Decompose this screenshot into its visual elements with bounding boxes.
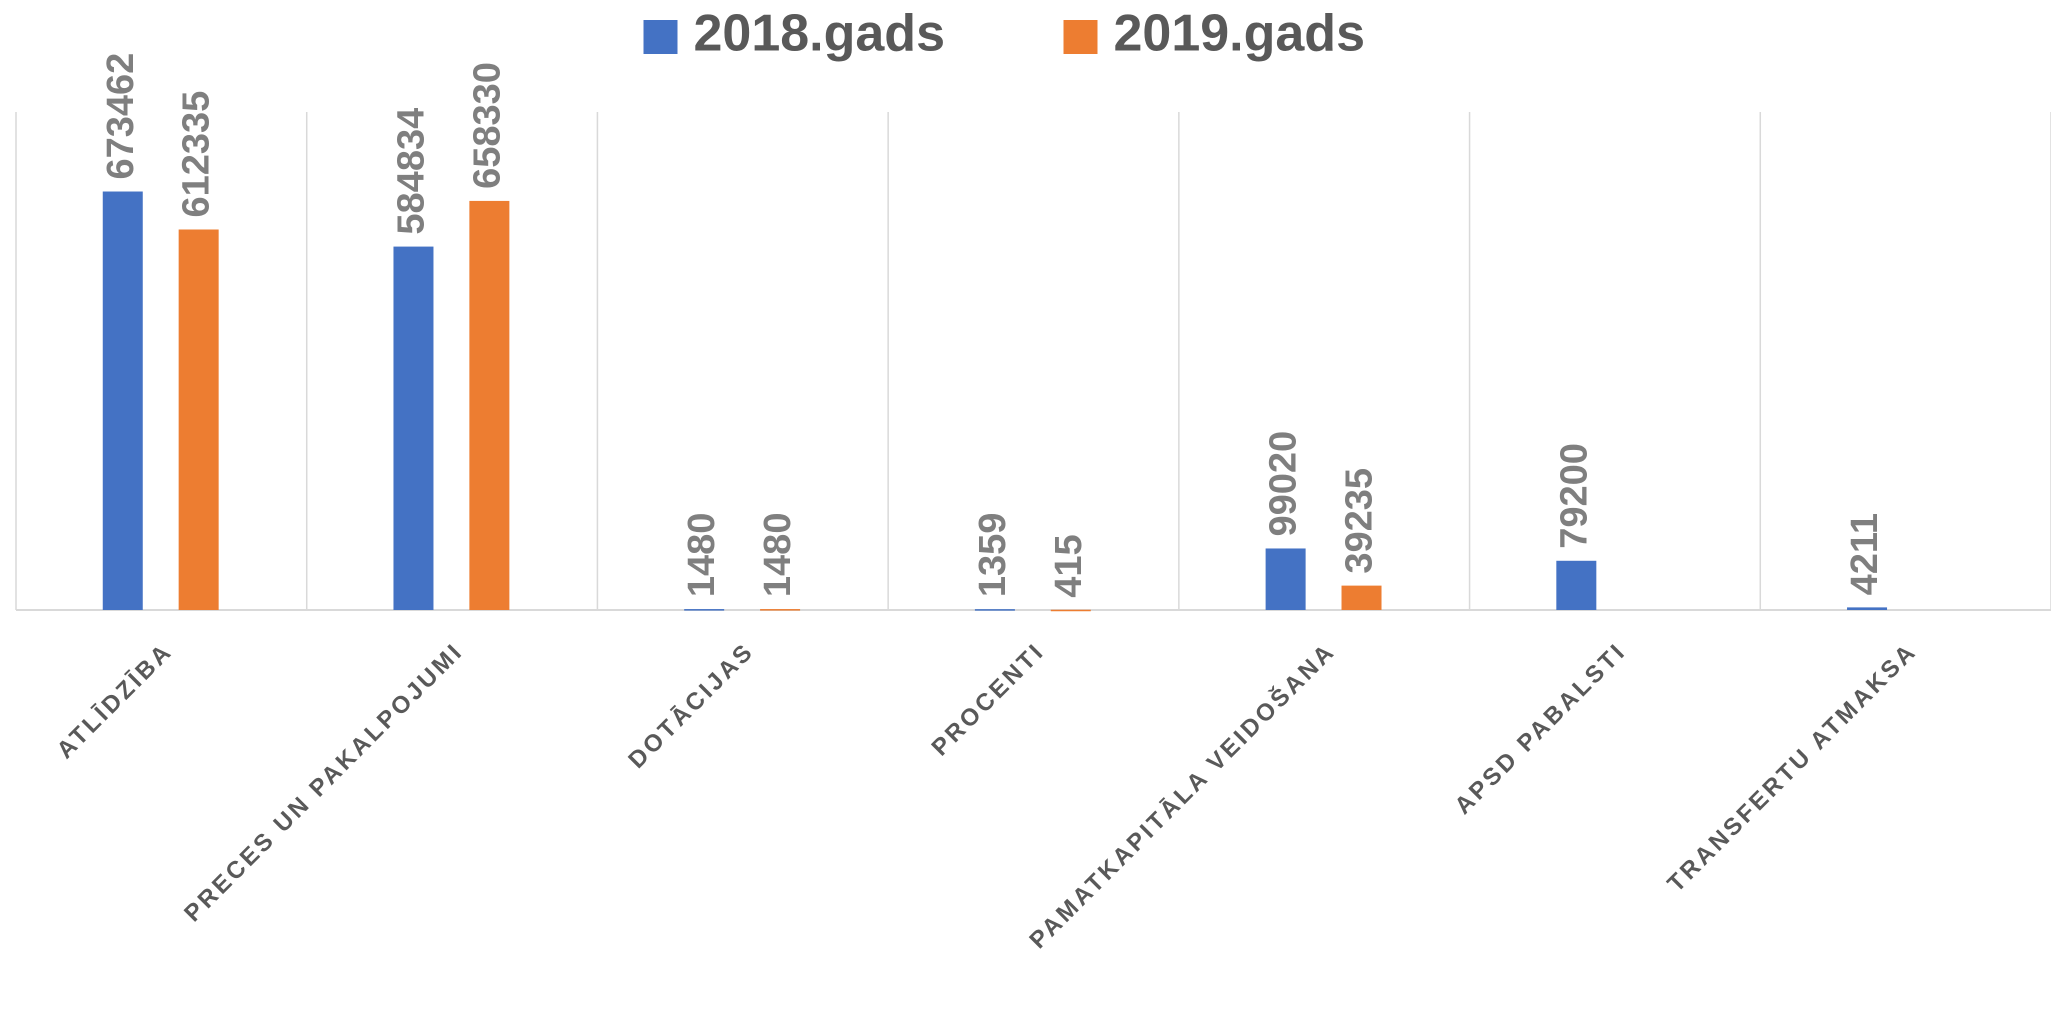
bar [684,609,725,611]
data-label: 4211 [1844,513,1886,595]
legend-label: 2018.gads [694,5,946,63]
legend-label: 2019.gads [1114,5,1366,63]
data-label: 1480 [681,513,723,598]
x-tick-label: ATLĪDZĪBA [52,638,178,764]
data-label: 99020 [1263,431,1305,537]
data-label: 612335 [176,91,218,218]
x-tick-label: APSD PABALSTI [1450,638,1632,820]
data-label: 39235 [1339,468,1381,574]
bar [1265,548,1306,610]
legend-swatch [1063,20,1098,54]
bar [469,200,510,610]
data-label: 1480 [757,513,799,598]
bar [1050,609,1091,612]
bar [178,229,219,610]
data-label: 1359 [972,513,1014,598]
data-label: 673462 [100,53,142,180]
bar [974,609,1015,611]
x-tick-label: PRECES UN PAKALPOJUMI [179,638,469,928]
data-label: 584834 [391,108,433,235]
x-tick-label: PROCENTI [926,638,1050,762]
data-label: 415 [1048,534,1090,597]
data-label: 658330 [466,62,508,189]
legend-swatch [643,20,678,54]
bar [1847,607,1888,610]
x-tick-label: DOTĀCIJAS [623,638,759,774]
bar [1341,585,1382,610]
x-tick-label: PAMATKAPITĀLA VEIDOŠANA [1024,637,1341,954]
bar [393,246,434,610]
data-label: 79200 [1553,443,1595,549]
bar [760,609,801,611]
x-tick-label: TRANSFERTU ATMAKSA [1662,638,1922,898]
bar [1556,560,1597,610]
bar [102,191,143,610]
